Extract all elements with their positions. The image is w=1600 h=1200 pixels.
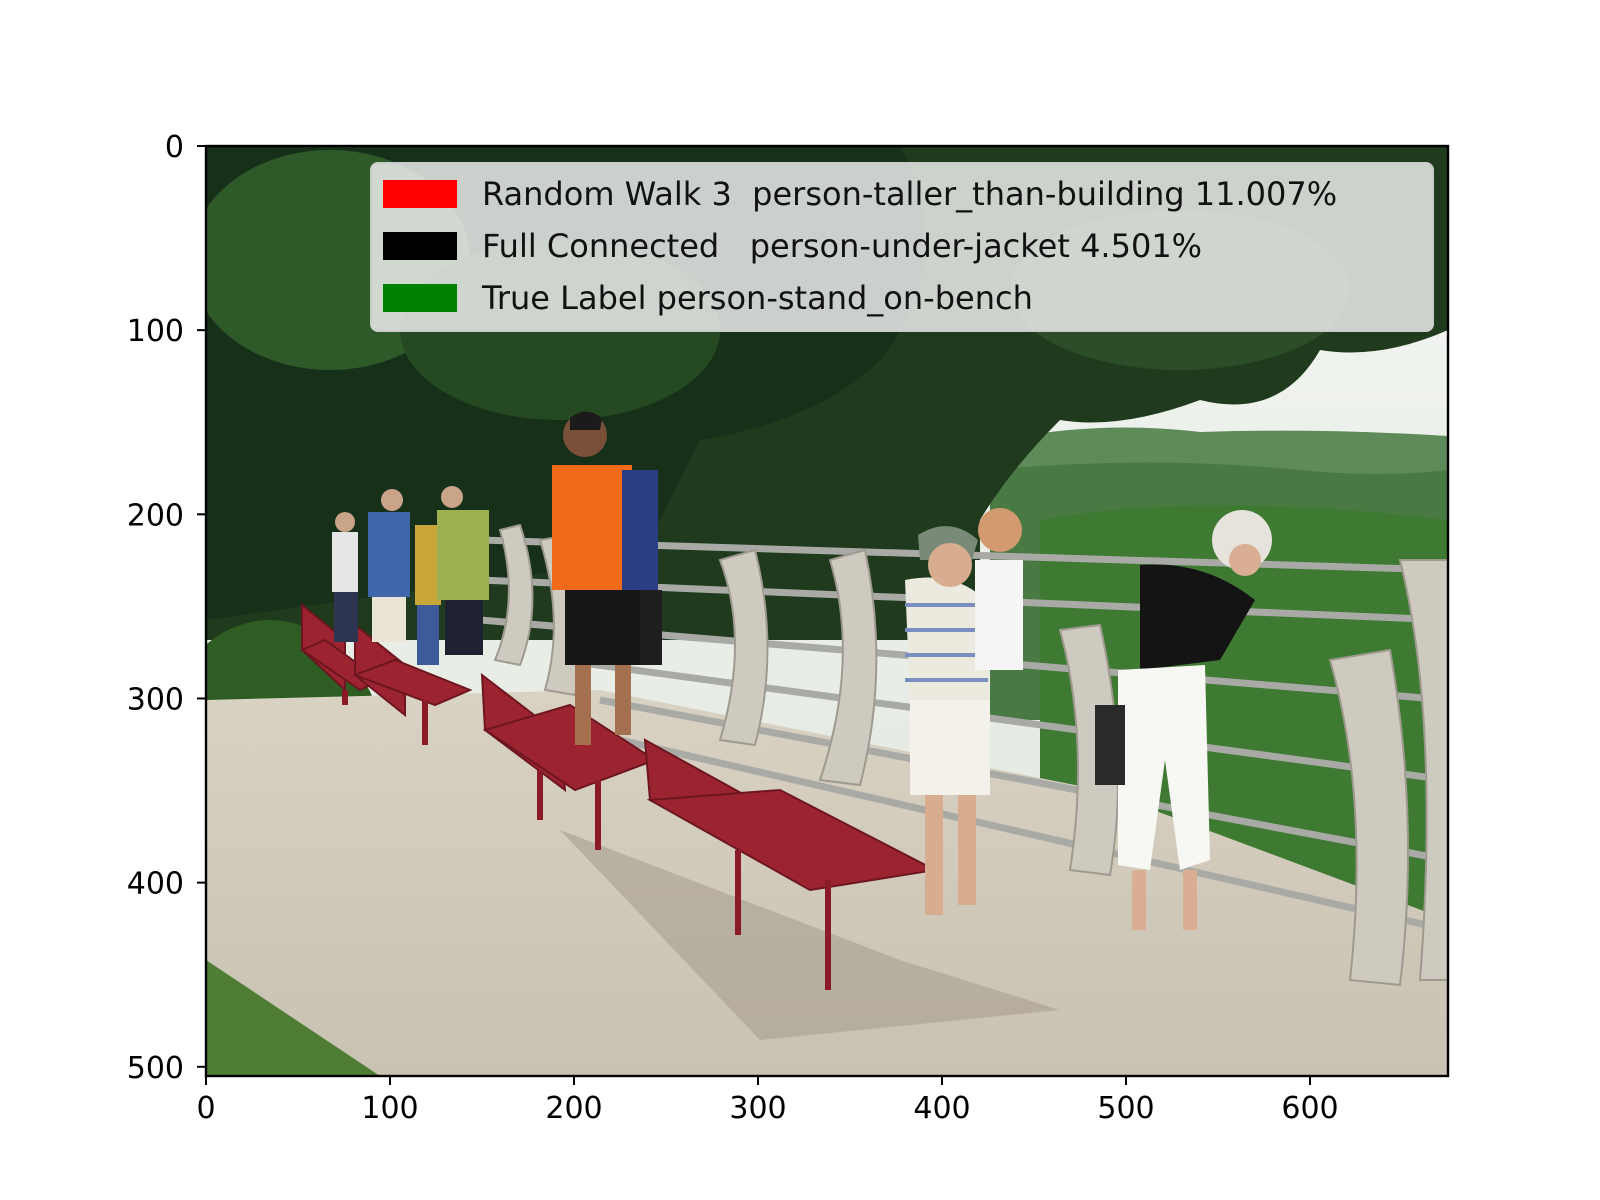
y-axis: 0 100 200 300 400 500 bbox=[127, 130, 206, 1086]
legend-label-full-connected: Full Connected person-under-jacket 4.501… bbox=[482, 227, 1202, 265]
y-tick-label: 100 bbox=[127, 314, 184, 349]
y-tick-label: 500 bbox=[127, 1051, 184, 1086]
x-tick-label: 0 bbox=[196, 1091, 215, 1126]
legend-swatch-red bbox=[383, 180, 457, 208]
x-tick-label: 500 bbox=[1097, 1091, 1154, 1126]
x-axis: 0 100 200 300 400 500 600 bbox=[196, 1076, 1339, 1126]
legend-swatch-black bbox=[383, 232, 457, 260]
legend-item-random-walk: Random Walk 3 person-taller_than-buildin… bbox=[383, 175, 1337, 213]
axes-frame bbox=[204, 144, 1450, 1078]
y-tick-label: 0 bbox=[165, 130, 184, 165]
legend-label-random-walk: Random Walk 3 person-taller_than-buildin… bbox=[482, 175, 1337, 213]
y-tick-label: 400 bbox=[127, 867, 184, 902]
y-tick-label: 200 bbox=[127, 498, 184, 533]
x-tick-label: 400 bbox=[913, 1091, 970, 1126]
legend-item-full-connected: Full Connected person-under-jacket 4.501… bbox=[383, 227, 1202, 265]
x-tick-label: 100 bbox=[361, 1091, 418, 1126]
x-tick-label: 300 bbox=[729, 1091, 786, 1126]
x-tick-label: 600 bbox=[1281, 1091, 1338, 1126]
legend: Random Walk 3 person-taller_than-buildin… bbox=[370, 162, 1434, 332]
x-tick-label: 200 bbox=[545, 1091, 602, 1126]
legend-box bbox=[370, 162, 1434, 332]
legend-swatch-green bbox=[383, 284, 457, 312]
y-tick-label: 300 bbox=[127, 682, 184, 717]
legend-item-true-label: True Label person-stand_on-bench bbox=[383, 279, 1033, 317]
legend-label-true-label: True Label person-stand_on-bench bbox=[481, 279, 1033, 317]
